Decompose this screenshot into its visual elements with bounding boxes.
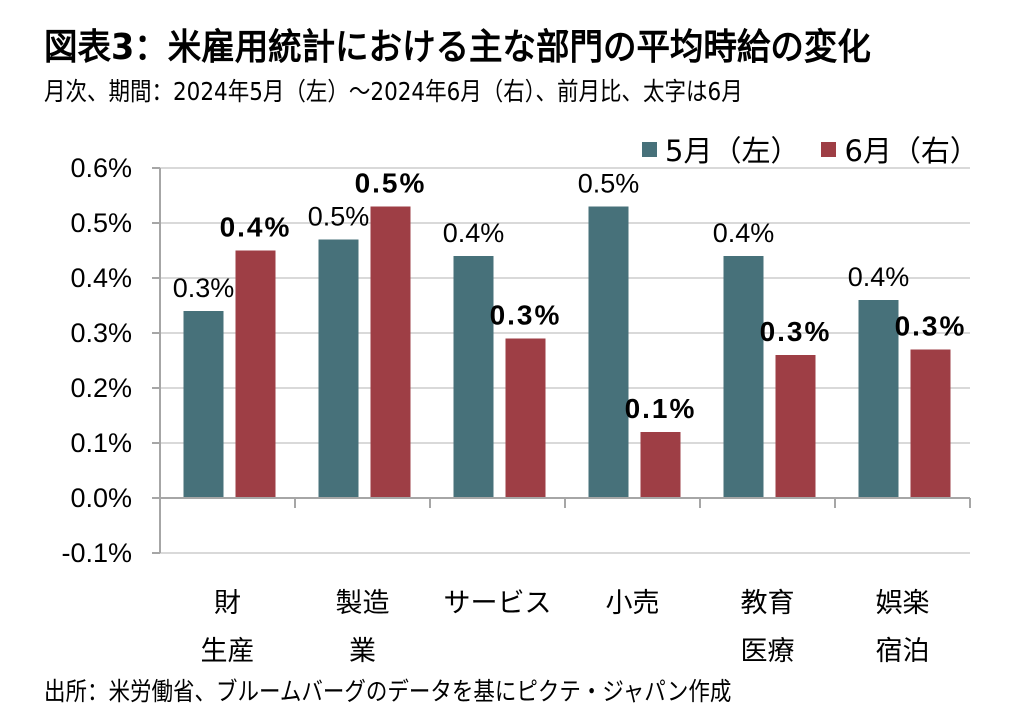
category-label: 生産 <box>201 636 255 667</box>
data-label-june: 0.3% <box>490 300 562 331</box>
legend-swatch-may <box>642 141 657 157</box>
legend: 5月（左） 6月（右） <box>642 128 1001 170</box>
bar-june <box>910 349 951 498</box>
data-label-june: 0.3% <box>760 316 832 347</box>
bar-june <box>235 250 276 498</box>
bars <box>183 206 951 498</box>
axes <box>159 168 971 553</box>
chart-title: 図表3：米雇用統計における主な部門の平均時給の変化 <box>44 27 871 68</box>
bar-june <box>370 206 411 498</box>
bar-may <box>183 311 224 498</box>
data-label-may: 0.5% <box>578 169 640 199</box>
y-tick-label: 0.2% <box>70 373 132 403</box>
gridlines <box>160 167 970 554</box>
y-tick-label: 0.1% <box>70 428 132 458</box>
data-label-june: 0.3% <box>895 311 967 342</box>
bar-may <box>723 256 764 498</box>
bar-may <box>588 206 629 498</box>
legend-swatch-june <box>821 141 837 157</box>
bar-june <box>775 355 816 498</box>
data-label-june: 0.4% <box>220 212 292 243</box>
bar-may <box>453 256 494 498</box>
chart-subtitle: 月次、期間：2024年5月（左）～2024年6月（右）、前月比、太字は6月 <box>44 77 743 106</box>
legend-item-june: 6月（右） <box>821 128 979 170</box>
source-note: 出所：米労働省、ブルームバーグのデータを基にピクテ・ジャパン作成 <box>44 677 732 706</box>
data-labels: 0.3% 0.5% 0.4% 0.5% 0.4% 0.4% 0.4% 0.5% 0.3% 0.1%… <box>173 168 967 425</box>
category-label: 業 <box>349 636 376 667</box>
category-label: 宿泊 <box>876 636 930 667</box>
category-label: 教育 <box>741 588 795 619</box>
legend-label-june: 6月（右） <box>844 134 979 168</box>
data-label-may: 0.4% <box>443 218 505 248</box>
bar-june <box>505 338 546 498</box>
category-label: 財 <box>214 588 241 619</box>
y-tick-label: 0.5% <box>70 208 132 238</box>
y-tick-label: 0.0% <box>70 483 132 513</box>
category-label: 娯楽 <box>876 588 930 619</box>
category-label: 製造 <box>336 588 390 619</box>
data-label-may: 0.5% <box>308 202 370 232</box>
bar-may <box>318 239 359 498</box>
bar-may <box>858 300 899 498</box>
bar-june <box>640 432 681 498</box>
data-label-may: 0.4% <box>848 262 910 292</box>
data-label-may: 0.4% <box>713 218 775 248</box>
category-label: 小売 <box>606 588 660 619</box>
category-label: サービス <box>444 588 552 619</box>
legend-label-may: 5月（左） <box>665 134 800 168</box>
y-axis-ticks: 0.6% 0.5% 0.4% 0.3% 0.2% 0.1% 0.0% -0.1% <box>61 153 160 568</box>
data-label-june: 0.1% <box>625 393 697 424</box>
y-tick-label: 0.6% <box>70 153 132 183</box>
y-tick-label: 0.4% <box>70 263 132 293</box>
legend-item-may: 5月（左） <box>642 128 799 170</box>
y-tick-label: 0.3% <box>70 318 132 348</box>
category-label: 医療 <box>741 636 795 667</box>
y-tick-label: -0.1% <box>61 538 132 568</box>
data-label-june: 0.5% <box>355 168 427 199</box>
data-label-may: 0.3% <box>173 273 235 303</box>
